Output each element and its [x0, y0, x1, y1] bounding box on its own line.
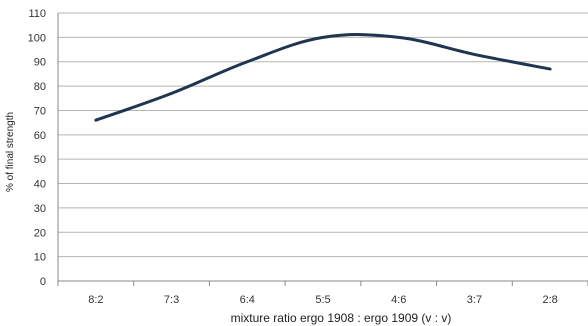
y-axis-title: % of final strength	[5, 112, 16, 192]
x-tick-labels: 8:2 7:3 6:4 5:5 4:6 3:7 2:8	[88, 294, 558, 306]
x-tick-label: 3:7	[467, 294, 482, 306]
axes	[57, 13, 588, 286]
y-tick-label: 40	[34, 179, 46, 191]
x-tick-label: 7:3	[164, 294, 179, 306]
x-tick-label: 5:5	[315, 294, 330, 306]
y-tick-labels: 0 10 20 30 40 50 60 70 80 90 100 110	[28, 8, 46, 288]
y-tick-label: 110	[28, 8, 46, 20]
y-tick-label: 50	[34, 154, 46, 166]
y-tick-label: 0	[40, 276, 46, 288]
y-tick-label: 30	[34, 203, 46, 215]
y-tick-label: 80	[34, 81, 46, 93]
series-line-0	[94, 33, 552, 122]
x-axis-title: mixture ratio ergo 1908 : ergo 1909 (v :…	[231, 311, 452, 325]
y-tick-label: 60	[34, 130, 46, 142]
gridlines	[58, 12, 588, 258]
x-tick-label: 8:2	[88, 294, 103, 306]
x-tick-label: 4:6	[391, 294, 406, 306]
x-tick-label: 6:4	[240, 294, 255, 306]
y-tick-label: 20	[34, 227, 46, 239]
y-tick-label: 10	[34, 252, 46, 264]
x-tick-label: 2:8	[542, 294, 557, 306]
y-tick-label: 100	[28, 32, 46, 44]
series-layer	[94, 33, 552, 122]
y-tick-label: 90	[34, 57, 46, 69]
y-tick-label: 70	[34, 105, 46, 117]
